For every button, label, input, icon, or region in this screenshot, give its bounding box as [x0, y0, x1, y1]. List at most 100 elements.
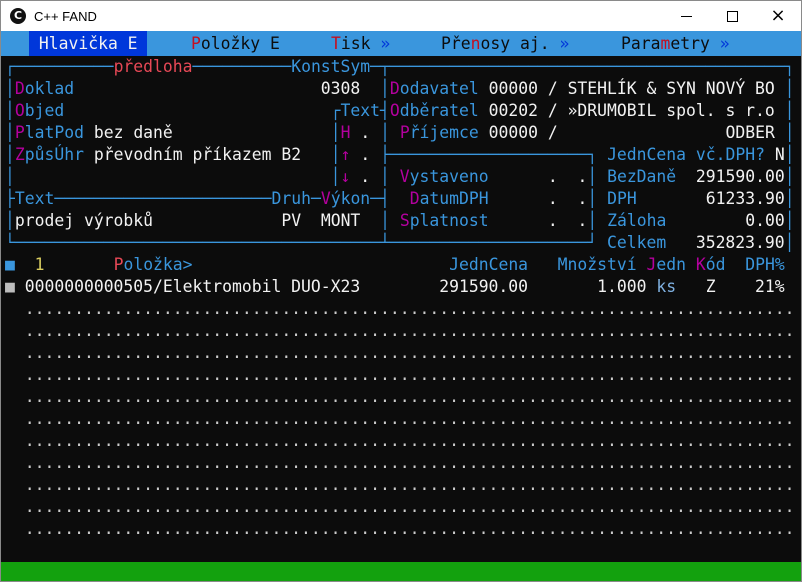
vystaveno-value[interactable]: . — [547, 167, 558, 186]
close-button[interactable]: × — [755, 1, 801, 31]
app-icon: C — [10, 8, 26, 24]
row-bottom-border-celkem: └─────────────────────────────────────┴─… — [5, 232, 801, 254]
item-jedncena[interactable]: 291590.00 — [439, 277, 529, 296]
text-segment — [597, 167, 607, 186]
text-segment — [5, 431, 25, 450]
text-segment: T — [331, 34, 341, 53]
text-segment: ........................................… — [24, 365, 795, 384]
text-segment: D — [409, 189, 420, 208]
celkem-value: 352823.90 — [695, 233, 785, 252]
menu-item-prenosy[interactable]: Přenosy aj. » — [441, 31, 569, 56]
empty-item-row: ........................................… — [5, 342, 801, 364]
vykon-value[interactable]: MONT — [320, 211, 361, 230]
dodavatel-name[interactable]: STEHLÍK & SYN NOVÝ BO — [567, 79, 775, 98]
label-zpusuhr: půsÚhr — [24, 145, 84, 164]
menu-item-polozky[interactable]: Položky E — [191, 31, 280, 56]
text-segment — [5, 497, 25, 516]
text-segment: S — [399, 211, 410, 230]
text-segment — [479, 123, 489, 142]
text-segment: │ — [380, 167, 390, 186]
text-segment: │ — [587, 167, 598, 186]
text-segment: etry — [670, 34, 720, 53]
text-segment: │ — [5, 211, 15, 230]
text-segment — [597, 211, 607, 230]
text-segment — [676, 167, 696, 186]
item-name[interactable]: 0000000000505/Elektromobil DUO-X23 — [24, 277, 361, 296]
text-segment — [350, 145, 360, 164]
label-konstsym: KonstSym — [291, 57, 371, 76]
text-segment: ┐ — [784, 57, 795, 76]
row-doklad-dodavatel: │Doklad 0308 │Dodavatel 00000 / STEHLÍK … — [5, 78, 801, 100]
blank-row — [5, 540, 801, 562]
text-segment — [370, 123, 380, 142]
minimize-button[interactable] — [663, 1, 709, 31]
empty-item-row: ........................................… — [5, 364, 801, 386]
jedncena-vcdph-value[interactable]: N — [774, 145, 785, 164]
text-segment — [370, 167, 380, 186]
prijemce-code[interactable]: 00000 — [488, 123, 538, 142]
text-segment: ────────────────────── — [54, 189, 272, 208]
text-segment: │ — [784, 79, 795, 98]
text-segment: . — [360, 145, 371, 164]
item-row[interactable]: ■ 0000000000505/Elektromobil DUO-X23 291… — [5, 276, 801, 298]
text-segment — [84, 123, 94, 142]
text-segment: ┌────────── — [5, 57, 114, 76]
minimize-icon — [680, 15, 692, 17]
text-segment: . — [577, 211, 588, 230]
text-segment: n — [470, 34, 481, 53]
text-segment — [390, 123, 400, 142]
doklad-value[interactable]: 0308 — [320, 79, 361, 98]
empty-item-row: ........................................… — [5, 452, 801, 474]
console-screen: ┌──────────předloha──────────KonstSym─┬─… — [1, 56, 801, 562]
dodavatel-code[interactable]: 00000 — [488, 79, 538, 98]
empty-item-row: ........................................… — [5, 298, 801, 320]
text-segment — [5, 453, 25, 472]
maximize-button[interactable] — [709, 1, 755, 31]
text-segment — [45, 255, 114, 274]
platpod-value[interactable]: bez daně — [93, 123, 173, 142]
label-druh: Druh — [271, 189, 311, 208]
text-value[interactable]: prodej výrobků — [14, 211, 154, 230]
text-segment — [5, 409, 25, 428]
status-bar: F1 = Hlavička tiskopisu — [1, 562, 801, 581]
text-segment — [775, 101, 785, 120]
col-polozka: oložka> — [123, 255, 193, 274]
text-segment — [15, 277, 25, 296]
text-segment — [173, 123, 331, 142]
splatnost-value[interactable]: . — [547, 211, 558, 230]
text-segment: V — [399, 167, 410, 186]
row-prodej-splatnost-zaloha: │prodej výrobků PV MONT │ Splatnost . .│… — [5, 210, 801, 232]
text-segment — [390, 211, 400, 230]
text-h-marker: H — [340, 123, 351, 142]
druh-value[interactable]: PV — [281, 211, 302, 230]
row-text-datumdph-dph: ├Text──────────────────────Druh─Výkon─┤ … — [5, 188, 801, 210]
text-segment: ........................................… — [24, 497, 795, 516]
text-segment — [370, 145, 380, 164]
text-segment — [597, 233, 607, 252]
item-dph[interactable]: 21% — [755, 277, 785, 296]
menu-item-hlavicka[interactable]: Hlavička E — [29, 31, 148, 56]
text-segment: » — [559, 34, 570, 53]
menu-item-tisk[interactable]: Tisk » — [331, 31, 390, 56]
text-segment — [64, 101, 330, 120]
text-segment — [666, 211, 745, 230]
item-mnozstvi[interactable]: 1.000 — [597, 277, 647, 296]
odberatel-code[interactable]: 00202 — [488, 101, 538, 120]
text-segment: │ — [5, 167, 15, 186]
text-segment — [489, 211, 548, 230]
zpusuhr-value[interactable]: převodním příkazem B2 — [93, 145, 302, 164]
menu-item-parametry[interactable]: Parametry » — [621, 31, 730, 56]
label-prijemce: říjemce — [409, 123, 479, 142]
item-kod[interactable]: Z — [705, 277, 716, 296]
title-bar: C C++ FAND × — [1, 1, 801, 31]
window-controls: × — [663, 1, 801, 31]
datumdph-value[interactable]: . — [547, 189, 558, 208]
text-segment: J — [646, 255, 657, 274]
text-segment — [597, 189, 607, 208]
odberatel-name[interactable]: »DRUMOBIL spol. s r.o — [567, 101, 775, 120]
row-number: 1 — [34, 255, 45, 274]
text-segment — [5, 519, 25, 538]
text-segment: isk — [340, 34, 381, 53]
text-segment: ........................................… — [24, 321, 795, 340]
text-segment — [390, 189, 410, 208]
